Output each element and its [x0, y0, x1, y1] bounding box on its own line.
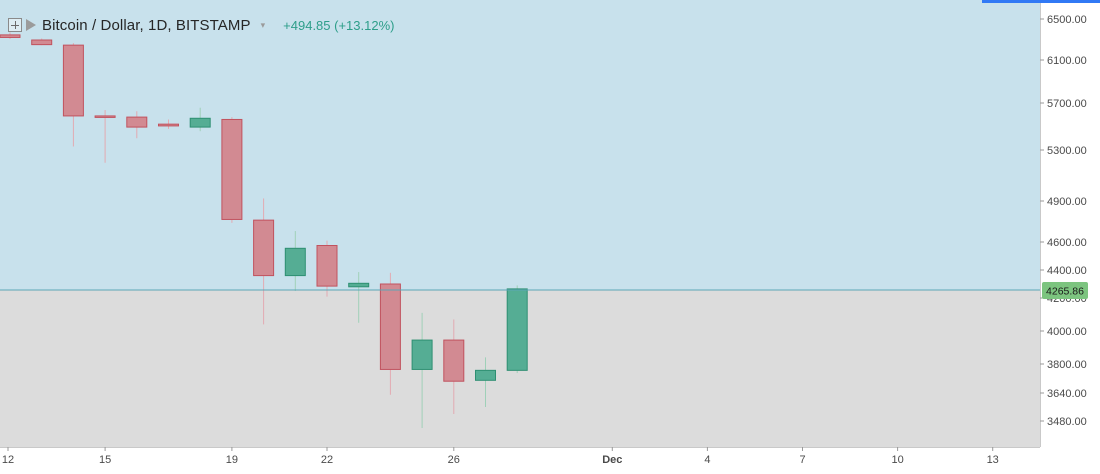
candle-body	[94, 115, 116, 118]
candle-body	[0, 34, 21, 38]
candle-body	[379, 283, 401, 370]
expand-icon[interactable]	[8, 18, 22, 32]
price-axis-layer: 6500.00 6100.00 5700.00 5300.00 4900.00 4600.…	[1040, 14, 1087, 428]
symbol-title[interactable]: Bitcoin / Dollar, 1D, BITSTAMP	[42, 16, 251, 34]
candle-down[interactable]	[0, 32, 21, 39]
time-tick-label: 13	[987, 454, 999, 466]
candle-body	[506, 288, 528, 371]
time-tick-label: 19	[226, 454, 238, 466]
price-tick-label: 3480.00	[1047, 416, 1087, 428]
candle-body	[316, 245, 338, 287]
price-tick-label: 5300.00	[1047, 145, 1087, 157]
price-tick-label: 4000.00	[1047, 326, 1087, 338]
price-tick-label: 3640.00	[1047, 388, 1087, 400]
time-axis-bg[interactable]	[0, 447, 1040, 469]
candle-up[interactable]	[411, 312, 433, 428]
chart-header: Bitcoin / Dollar, 1D, BITSTAMP ▾ +494.85…	[0, 12, 394, 38]
candle-body	[158, 123, 179, 127]
current-price-label: 4265.86	[1046, 286, 1084, 298]
candle-up[interactable]	[284, 231, 306, 291]
candle-up[interactable]	[348, 272, 370, 323]
candle-body	[126, 116, 148, 128]
candle-body	[189, 117, 211, 128]
current-price-label-bg	[1042, 282, 1088, 299]
time-tick-label: 7	[799, 454, 805, 466]
time-tick-label: 10	[891, 454, 903, 466]
price-change: +494.85 (+13.12%)	[283, 17, 395, 33]
chevron-down-icon[interactable]: ▾	[260, 19, 266, 30]
candle-up[interactable]	[506, 285, 528, 374]
candle-down[interactable]	[221, 117, 243, 223]
upper-zone	[0, 0, 1040, 290]
flag-icon[interactable]	[26, 19, 36, 31]
time-tick-label: 22	[321, 454, 333, 466]
time-axis-layer: 12 15 19 22 26 Dec 4 7 10 13	[2, 447, 999, 466]
candle-body	[348, 282, 370, 288]
price-tick-label: 5700.00	[1047, 98, 1087, 110]
candle-body	[284, 247, 306, 277]
candle-down[interactable]	[379, 272, 401, 395]
candle-down[interactable]	[126, 111, 148, 139]
price-tick-label: 4600.00	[1047, 237, 1087, 249]
candle-down[interactable]	[31, 38, 53, 46]
price-tick-label: 6500.00	[1047, 14, 1087, 26]
candle-down[interactable]	[443, 319, 465, 414]
price-tick-label: 4400.00	[1047, 265, 1087, 277]
candle-down[interactable]	[316, 240, 338, 297]
candle-down[interactable]	[158, 119, 179, 129]
time-tick-label: 12	[2, 454, 14, 466]
candle-body	[443, 339, 465, 382]
top-accent-bar	[982, 0, 1100, 3]
candle-up[interactable]	[189, 107, 211, 132]
candle-body	[62, 44, 84, 117]
price-tick-label: 4900.00	[1047, 196, 1087, 208]
time-tick-label: 26	[448, 454, 460, 466]
candle-body	[31, 39, 53, 46]
candles-layer	[0, 32, 528, 428]
candle-body	[475, 369, 496, 381]
candle-down[interactable]	[62, 43, 84, 147]
candle-down[interactable]	[253, 198, 275, 325]
time-tick-label: Dec	[602, 454, 622, 466]
candle-down[interactable]	[94, 110, 116, 163]
price-tick-label: 3800.00	[1047, 359, 1087, 371]
candle-body	[411, 339, 433, 370]
time-tick-label: 15	[99, 454, 111, 466]
candle-body	[221, 118, 243, 220]
candle-up[interactable]	[475, 357, 496, 407]
time-tick-label: 4	[704, 454, 710, 466]
price-tick-label: 6100.00	[1047, 55, 1087, 67]
price-axis-bg[interactable]	[1040, 0, 1100, 447]
candle-body	[253, 219, 275, 277]
